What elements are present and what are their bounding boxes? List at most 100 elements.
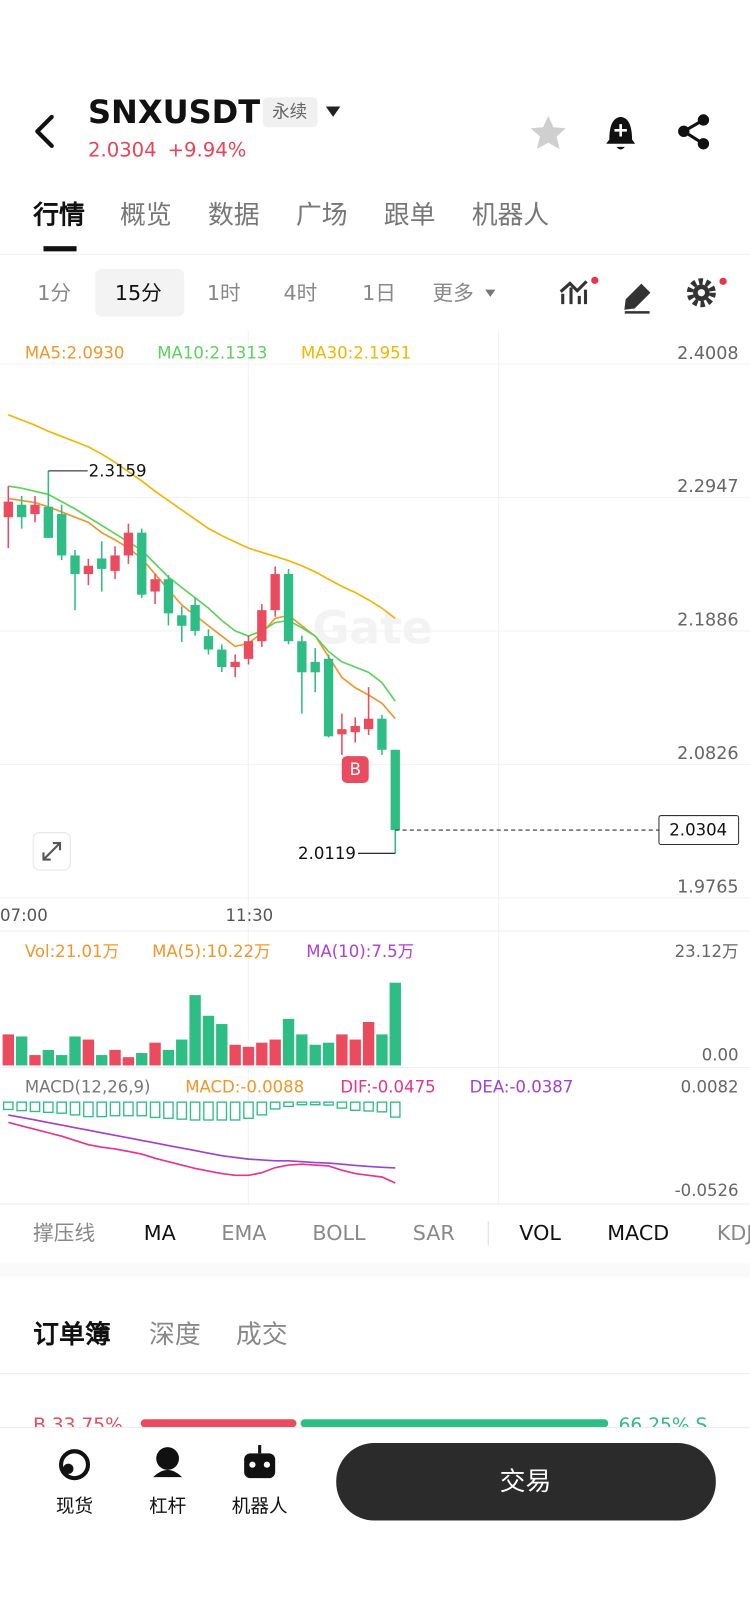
indicator-tab[interactable]: KDJ	[717, 1221, 750, 1245]
y-tick-label: 2.2947	[677, 477, 739, 497]
macd-bar	[176, 1101, 188, 1120]
tag: 永续	[272, 103, 307, 123]
bot-eye	[249, 1461, 256, 1468]
tab[interactable]: 跟单	[384, 201, 436, 231]
indicator-tabs: 撑压线 MA EMA BOLL SAR VOL MACD KDJ	[33, 1221, 750, 1245]
volume-bar	[15, 1036, 28, 1066]
macd-bar	[309, 1101, 321, 1106]
indicator-tab[interactable]: SAR	[413, 1221, 455, 1245]
macd-bar	[283, 1101, 294, 1108]
volume-bar	[282, 1018, 295, 1066]
macd-bar	[363, 1101, 374, 1112]
candle-body	[270, 574, 280, 611]
candle-body	[243, 641, 254, 659]
macd-bar	[16, 1101, 27, 1112]
macd-legend: DIF:-0.0475	[340, 1078, 435, 1097]
intervals: 1分 15分 1时 4时 1日 更多	[37, 281, 473, 305]
volume-bar	[162, 1049, 175, 1066]
volume-bar	[216, 1024, 228, 1066]
indicator-icon[interactable]	[559, 276, 599, 305]
volume-legend: Vol:21.01万	[25, 942, 119, 961]
draw-icon[interactable]	[624, 283, 651, 314]
candle-body	[283, 574, 294, 642]
tab-underline	[43, 246, 77, 252]
buy-marker[interactable]	[341, 756, 369, 784]
candle-body	[217, 649, 227, 668]
indicator-tab[interactable]: MACD	[607, 1221, 669, 1245]
indicator-tab[interactable]: BOLL	[312, 1221, 366, 1245]
candle-body	[257, 610, 267, 642]
candle-body	[97, 558, 107, 569]
expand-icon	[42, 841, 62, 861]
y-tick-label: 2.0826	[677, 744, 739, 764]
interval[interactable]: 更多	[432, 281, 473, 305]
candle-body	[16, 504, 27, 518]
ma-line	[8, 485, 396, 702]
nav-label[interactable]: 杠杆	[149, 1497, 186, 1518]
macd-legend: MACD(12,26,9)	[25, 1078, 151, 1097]
orderbook-tab[interactable]: 订单簿	[33, 1320, 111, 1350]
candle-body	[377, 718, 387, 750]
candle-body	[83, 565, 94, 575]
volume-bar	[229, 1044, 241, 1066]
indicator-tab[interactable]: 撑压线	[33, 1221, 95, 1245]
gear	[686, 278, 716, 308]
candle-body	[137, 532, 147, 595]
volume-bar	[256, 1042, 268, 1066]
interval[interactable]: 15分	[115, 281, 162, 305]
macd-bar	[296, 1101, 308, 1106]
tab[interactable]: 机器人	[472, 201, 550, 231]
volume-bar	[269, 1039, 281, 1066]
candle-body	[350, 726, 360, 733]
macd-bar	[83, 1101, 94, 1118]
macd-bar	[389, 1101, 401, 1118]
change: +9.94%	[168, 139, 247, 162]
favorite-icon[interactable]	[530, 115, 566, 149]
settings-icon[interactable]	[686, 277, 727, 308]
buy-ratio-bar	[140, 1419, 297, 1428]
volume-bar	[136, 1053, 148, 1066]
macd-bar	[323, 1101, 334, 1106]
macd-line	[8, 1114, 396, 1169]
candle-body	[337, 729, 347, 735]
nav-label[interactable]: 现货	[56, 1497, 93, 1518]
macd-line	[8, 1121, 396, 1184]
tab[interactable]: 概览	[120, 201, 172, 231]
orderbook-tab[interactable]: 成交	[236, 1320, 288, 1350]
candle-body	[390, 749, 400, 831]
legend-entry: MA5:2.0930	[25, 343, 125, 362]
interval[interactable]: 1日	[362, 281, 396, 305]
tab[interactable]: 行情	[32, 200, 85, 231]
orderbook-tab[interactable]: 深度	[149, 1320, 201, 1350]
macd-bar	[2, 1101, 14, 1111]
tab[interactable]: 数据	[208, 201, 260, 231]
bot-body	[244, 1453, 276, 1479]
candle-body	[43, 506, 53, 538]
candle-body	[310, 661, 320, 673]
indicator-tab[interactable]: EMA	[221, 1221, 266, 1245]
trade-button[interactable]	[336, 1442, 716, 1521]
badge	[719, 277, 727, 285]
share-icon[interactable]	[678, 114, 710, 150]
interval[interactable]: 1时	[207, 281, 241, 305]
candle-body	[323, 658, 334, 737]
share-lines	[680, 118, 705, 146]
back-button[interactable]	[35, 114, 54, 148]
macd-bar	[229, 1101, 241, 1121]
indicator-tab[interactable]: VOL	[519, 1221, 561, 1245]
candle-body	[57, 514, 67, 556]
nav-label[interactable]: 机器人	[232, 1497, 288, 1518]
volume-bar	[336, 1034, 348, 1066]
price: 2.0304	[88, 139, 157, 162]
orderbook-tabs: 订单簿 深度 成交	[33, 1320, 287, 1350]
symbol-dropdown[interactable]	[325, 106, 341, 117]
volume-bar	[29, 1055, 41, 1066]
interval[interactable]: 4时	[283, 281, 317, 305]
gear-hole	[697, 289, 705, 297]
candle-body	[177, 615, 187, 626]
tab[interactable]: 广场	[296, 201, 348, 231]
indicator-tab[interactable]: MA	[144, 1221, 176, 1245]
volume-bar	[362, 1022, 375, 1066]
interval[interactable]: 1分	[37, 281, 71, 305]
